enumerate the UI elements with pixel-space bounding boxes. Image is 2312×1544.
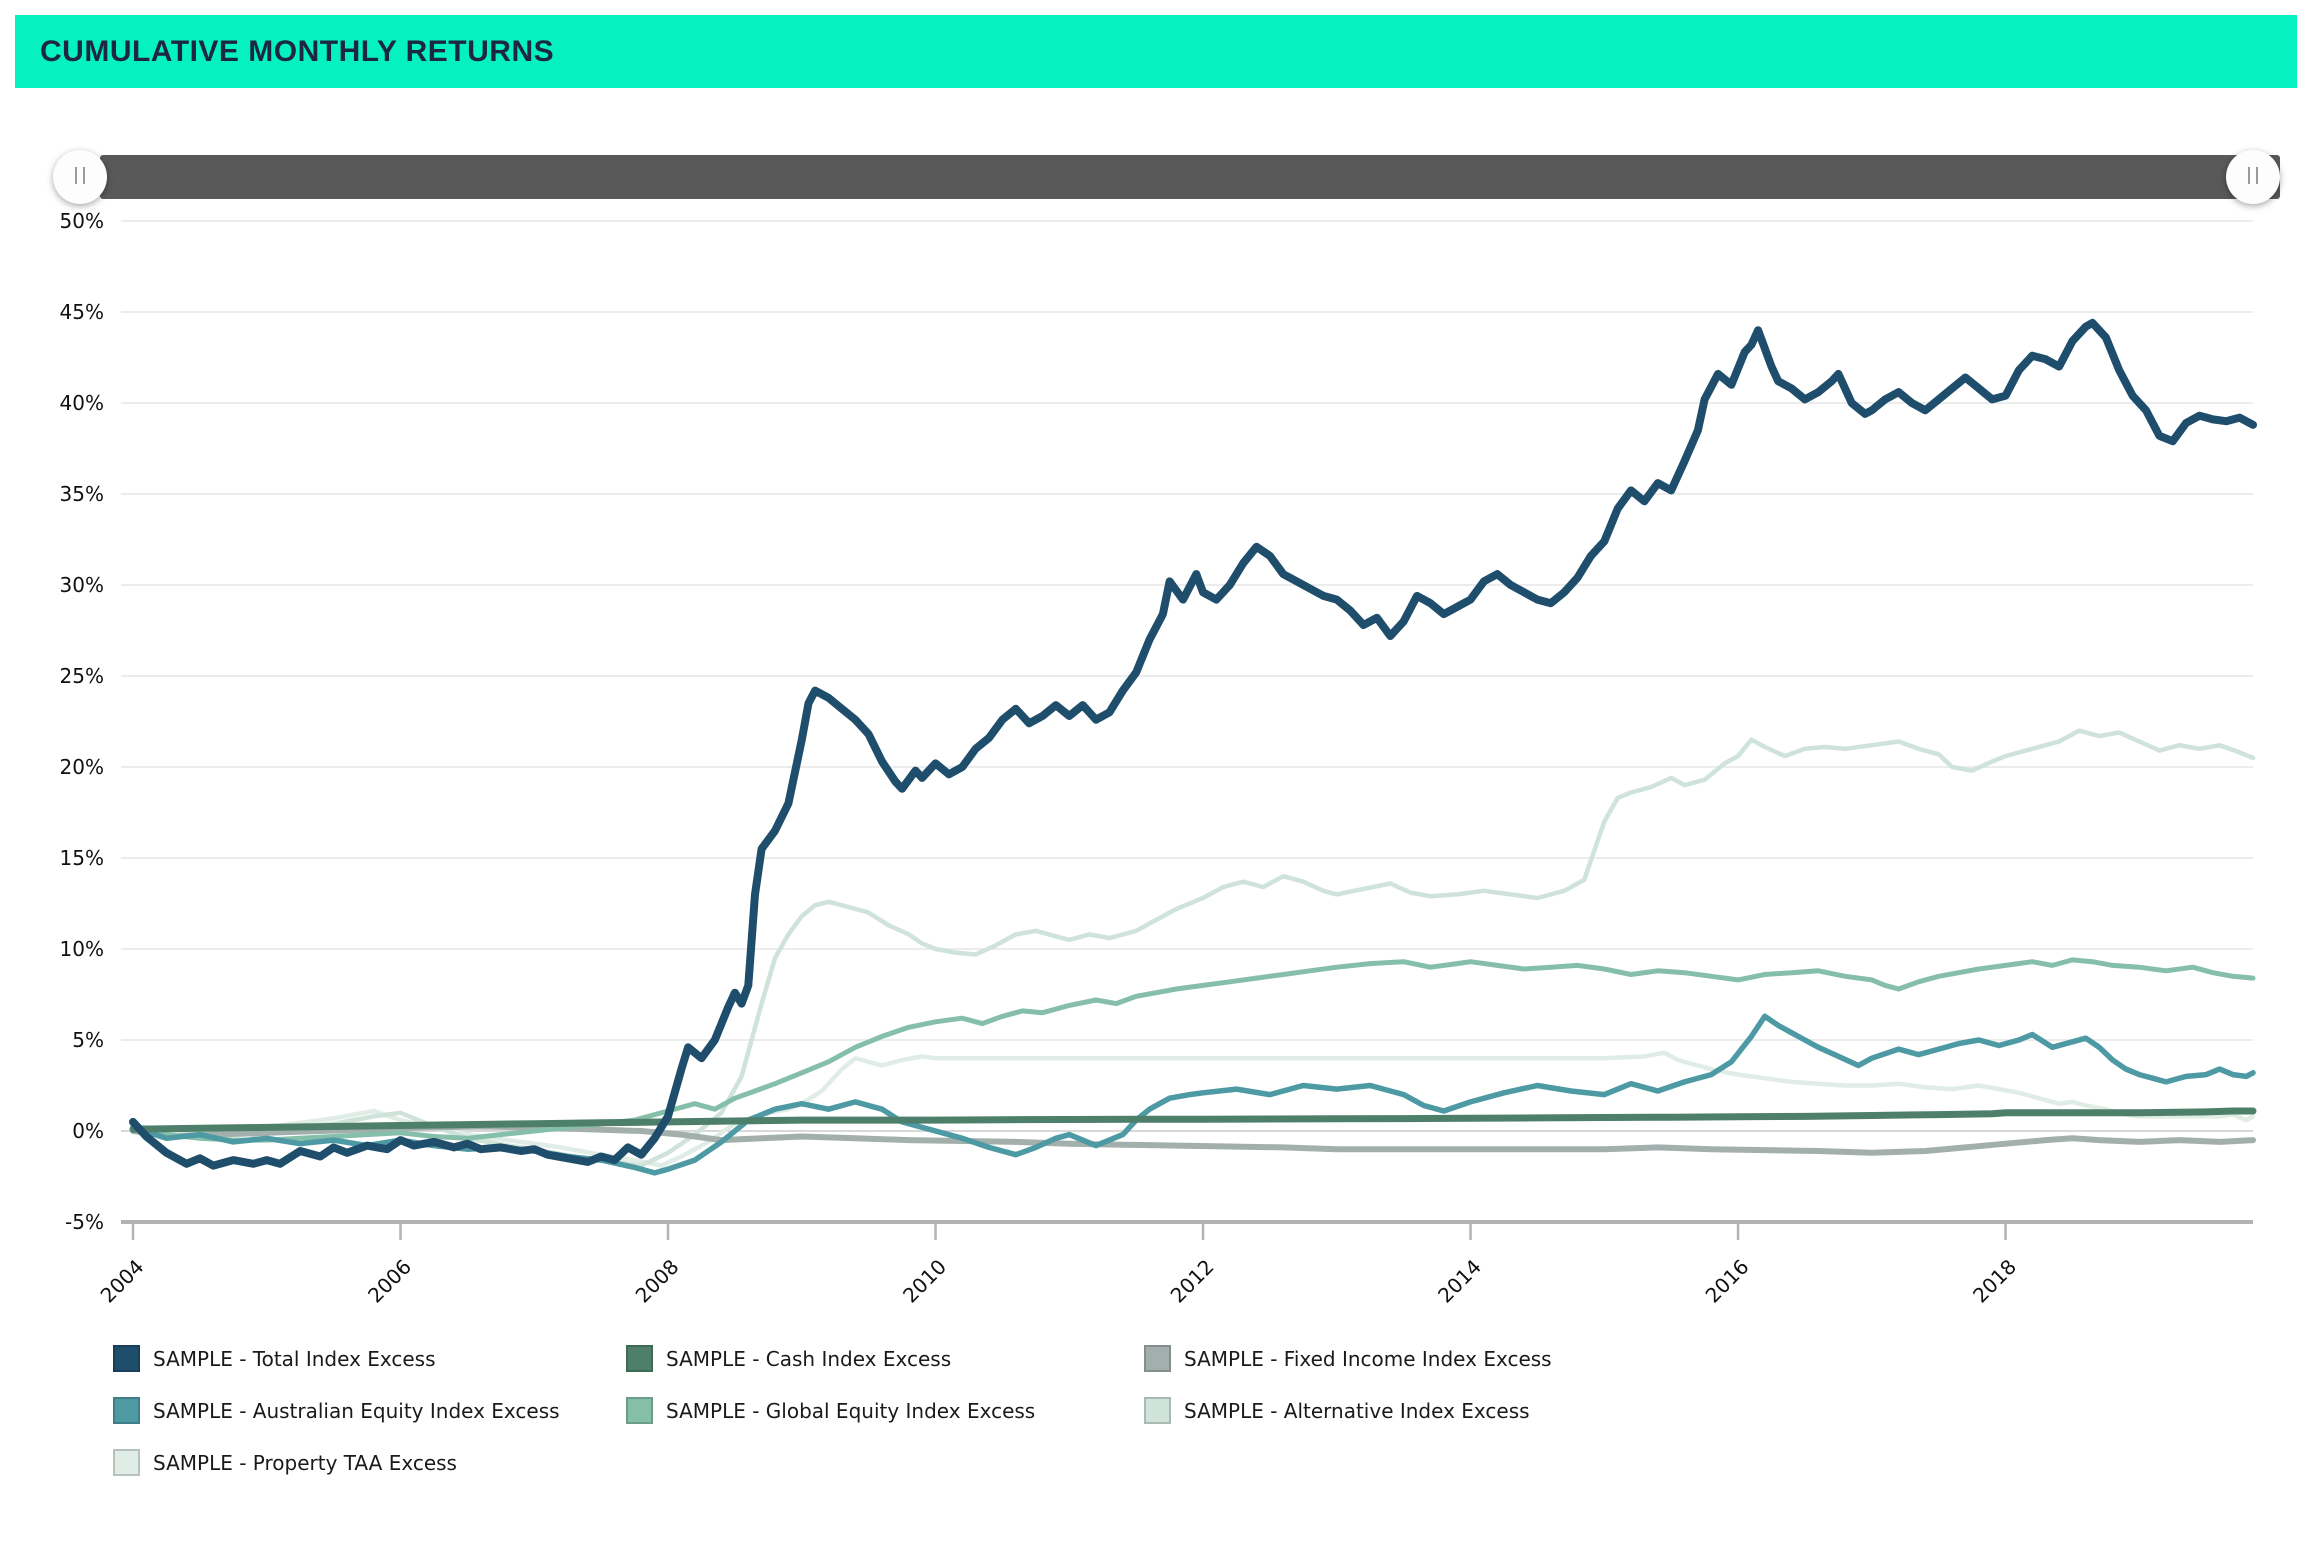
x-axis-label: 2010 [898,1255,951,1308]
legend-item-0[interactable]: SAMPLE - Total Index Excess [113,1345,626,1372]
series-line-3[interactable] [130,1013,2256,1176]
legend-label: SAMPLE - Property TAA Excess [153,1450,457,1475]
page-title: CUMULATIVE MONTHLY RETURNS [40,34,555,68]
legend-label: SAMPLE - Total Index Excess [153,1346,436,1371]
legend-label: SAMPLE - Alternative Index Excess [1184,1398,1530,1423]
legend-label: SAMPLE - Cash Index Excess [666,1346,952,1371]
series-line-6[interactable] [130,1050,2256,1168]
y-axis-label: 15% [60,846,104,870]
legend-item-5[interactable]: SAMPLE - Alternative Index Excess [1144,1397,2213,1424]
range-slider-left-handle[interactable] [53,150,107,204]
legend-label: SAMPLE - Fixed Income Index Excess [1184,1346,1552,1371]
drag-handle-icon [2245,166,2261,188]
x-axis-label: 2008 [631,1255,684,1308]
gridlines [121,220,2253,1223]
y-axis-label: 50% [60,209,104,233]
legend-label: SAMPLE - Global Equity Index Excess [666,1398,1036,1423]
series-lines [129,318,2257,1176]
x-axis-label: 2016 [1701,1255,1754,1308]
drag-handle-icon [72,166,88,188]
x-axis-label: 2004 [96,1255,149,1308]
legend-swatch-icon [113,1345,140,1372]
x-axis [121,1220,2253,1240]
chart-legend: SAMPLE - Total Index Excess SAMPLE - Cash… [113,1345,2213,1476]
legend-item-1[interactable]: SAMPLE - Cash Index Excess [626,1345,1144,1372]
x-axis-label: 2012 [1166,1255,1219,1308]
y-axis-label: 40% [60,391,104,415]
x-axis-label: 2014 [1433,1255,1486,1308]
y-axis-label: 30% [60,573,104,597]
y-axis-label: 45% [60,300,104,324]
legend-swatch-icon [1144,1345,1171,1372]
legend-swatch-icon [626,1345,653,1372]
x-axis-label: 2018 [1968,1255,2021,1308]
y-axis-label: 35% [60,482,104,506]
legend-item-2[interactable]: SAMPLE - Fixed Income Index Excess [1144,1345,2213,1372]
y-axis-label: 0% [72,1119,104,1143]
range-slider-track[interactable] [100,155,2280,199]
y-axis-label: 25% [60,664,104,688]
header-band: CUMULATIVE MONTHLY RETURNS [15,15,2297,88]
range-slider-right-handle[interactable] [2226,150,2280,204]
series-line-1[interactable] [129,1107,2257,1133]
legend-swatch-icon [626,1397,653,1424]
legend-swatch-icon [1144,1397,1171,1424]
legend-item-6[interactable]: SAMPLE - Property TAA Excess [113,1449,626,1476]
y-axis-label: 5% [72,1028,104,1052]
y-axis-label: 20% [60,755,104,779]
legend-label: SAMPLE - Australian Equity Index Excess [153,1398,560,1423]
cumulative-returns-chart: 50%45%40%35%30%25%20%15%10%5%0%-5%2004 20… [60,209,2257,1308]
legend-swatch-icon [113,1397,140,1424]
legend-item-3[interactable]: SAMPLE - Australian Equity Index Excess [113,1397,626,1424]
x-axis-labels: 2004 2006 2008 2010 2012 2014 2016 2018 [96,1255,2022,1308]
y-axis-label: -5% [65,1210,104,1234]
y-axis-labels: 50% 45% 40% 35% 30% 25% 20% 15% 10% 5% 0% -5% [60,209,104,1234]
legend-swatch-icon [113,1449,140,1476]
y-axis-label: 10% [60,937,104,961]
x-axis-label: 2006 [363,1255,416,1308]
series-line-0[interactable] [129,318,2257,1170]
legend-item-4[interactable]: SAMPLE - Global Equity Index Excess [626,1397,1144,1424]
